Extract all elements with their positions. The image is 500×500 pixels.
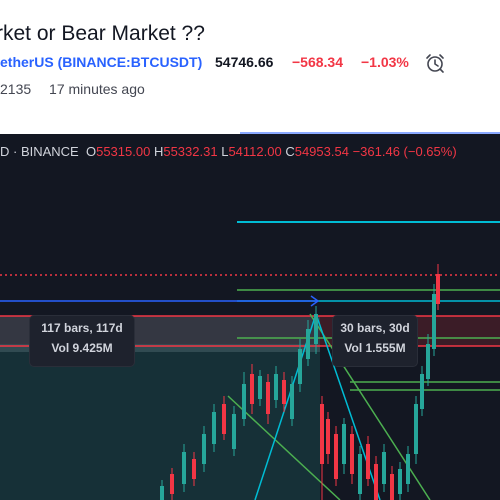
author-row: etherUS (BINANCE:BTCUSDT) xyxy=(0,54,203,70)
candle-body xyxy=(232,414,236,449)
price-change-percent: −1.03% xyxy=(361,54,409,70)
last-price: 54746.66 xyxy=(215,54,274,70)
candle-body xyxy=(390,474,394,500)
candle-body xyxy=(374,464,378,500)
idea-header: rket or Bear Market ?? etherUS (BINANCE:… xyxy=(0,0,500,132)
candle-body xyxy=(314,314,318,344)
candle-body xyxy=(290,384,294,419)
close-value: 54953.54 xyxy=(294,144,349,159)
candle-body xyxy=(160,486,164,500)
candle-body xyxy=(222,404,226,434)
candle-body xyxy=(298,349,302,384)
candle-body xyxy=(242,384,246,419)
candle-body xyxy=(358,454,362,494)
candle-body xyxy=(382,452,386,484)
candle-body xyxy=(436,274,440,304)
views-count: 2135 xyxy=(0,81,32,97)
symbol-link[interactable]: BINANCE:BTCUSDT xyxy=(62,54,198,70)
change-value: −361.46 (−0.65%) xyxy=(352,144,457,159)
low-value: 54112.00 xyxy=(228,144,282,159)
candle-body xyxy=(266,382,270,414)
candle-body xyxy=(192,459,196,479)
measure-vol-2: Vol 1.555M xyxy=(344,341,406,355)
candle-body xyxy=(326,419,330,454)
candle-body xyxy=(420,374,424,409)
measure-bars-1: 117 bars, 117d xyxy=(41,321,123,335)
idea-title: rket or Bear Market ?? xyxy=(0,22,205,45)
cyan-trendline-1 xyxy=(254,313,317,500)
price-change: −568.34 xyxy=(292,54,343,70)
candle-body xyxy=(182,452,186,484)
candle-body xyxy=(342,424,346,464)
measure-vol-1: Vol 9.425M xyxy=(51,341,113,355)
candles xyxy=(160,264,440,500)
high-value: 55332.31 xyxy=(163,144,218,159)
time-ago: 17 minutes ago xyxy=(49,81,145,97)
candle-body xyxy=(250,374,254,404)
teal-fill-zone xyxy=(0,344,320,500)
meta-row: 2135 17 minutes ago xyxy=(0,81,145,97)
ohlc-legend: D · BINANCE O55315.00 H55332.31 L54112.0… xyxy=(0,144,457,159)
candle-body xyxy=(350,434,354,474)
candle-body xyxy=(432,294,436,349)
green-trendline-1 xyxy=(227,395,341,500)
candle-body xyxy=(282,380,286,404)
measure-bars-2: 30 bars, 30d xyxy=(340,321,410,335)
candle-body xyxy=(306,329,310,359)
candle-body xyxy=(398,469,402,494)
candle-body xyxy=(170,474,174,494)
alarm-clock-icon[interactable] xyxy=(424,52,446,74)
candle-body xyxy=(274,374,278,400)
symbol-exchange: D · BINANCE xyxy=(0,144,79,159)
open-value: 55315.00 xyxy=(96,144,151,159)
candle-body xyxy=(258,376,262,399)
measure-badge-2[interactable]: 30 bars, 30d Vol 1.555M xyxy=(333,316,417,366)
author-link[interactable]: etherUS xyxy=(0,54,54,70)
candle-body xyxy=(202,434,206,464)
candle-body xyxy=(212,412,216,444)
arrow-head xyxy=(310,295,320,307)
candle-body xyxy=(426,344,430,379)
candle-body xyxy=(406,454,410,484)
measure-badge-1[interactable]: 117 bars, 117d Vol 9.425M xyxy=(30,316,134,366)
header-divider xyxy=(240,132,500,134)
candle-body xyxy=(320,404,324,464)
candle-body xyxy=(414,404,418,454)
candle-body xyxy=(334,434,338,479)
candle-body xyxy=(366,444,370,479)
